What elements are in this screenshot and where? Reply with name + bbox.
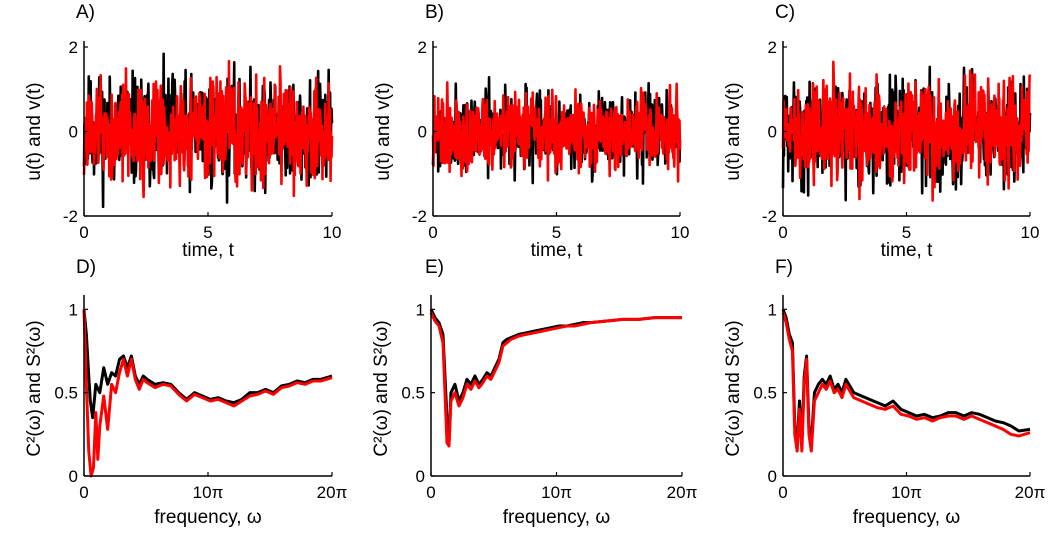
- panel-f-ytick-label: 0: [768, 467, 777, 486]
- panel-a-ytick-label: 0: [69, 123, 78, 142]
- panel-c-xtick-label: 10: [1021, 223, 1040, 242]
- panel-a-ytick-label: -2: [63, 207, 78, 226]
- panel-d-ytick-label: 0: [69, 467, 78, 486]
- panel-a-ytick-label: 2: [69, 38, 78, 57]
- panel-c-ytick-label: 2: [768, 38, 777, 57]
- panel-a-xtick-label: 5: [203, 223, 212, 242]
- panel-f-xtick-label: 20π: [1015, 483, 1046, 502]
- panel-e-ytick-label: 0: [416, 467, 425, 486]
- panel-c-ytick-label: -2: [762, 207, 777, 226]
- panel-e-ytick-label: 0.5: [401, 384, 425, 403]
- panel-f-ytick-label: 1: [768, 300, 777, 319]
- panel-e-ytick-label: 1: [416, 300, 425, 319]
- panel-a-xtick-label: 10: [323, 223, 342, 242]
- panel-c-label: C): [775, 2, 795, 23]
- panel-d-xtick-label: 20π: [317, 483, 348, 502]
- panel-c-xtick-label: 5: [902, 223, 911, 242]
- panel-a-label: A): [76, 2, 95, 23]
- panel-f-label: F): [775, 257, 793, 278]
- panel-d-label: D): [76, 257, 96, 278]
- panel-b-ytick-label: 2: [418, 38, 427, 57]
- panel-c-ytick-label: 0: [768, 123, 777, 142]
- panel-f-ytick-label: 0.5: [753, 384, 777, 403]
- panel-d-xtick-label: 0: [79, 483, 88, 502]
- panel-f-series-black: [781, 308, 1031, 445]
- panel-c-xlabel: time, t: [881, 240, 933, 261]
- panel-f-ylabel: C²(ω) and S²(ω): [723, 320, 744, 456]
- panel-b-label: B): [425, 2, 444, 23]
- panel-f-xtick-label: 0: [778, 483, 787, 502]
- panel-b-series-red: [431, 81, 682, 183]
- panel-d-ylabel: C²(ω) and S²(ω): [24, 320, 45, 456]
- panel-e-label: E): [425, 257, 444, 278]
- panel-d-series-red: [82, 309, 333, 478]
- panel-d-ytick-label: 1: [69, 300, 78, 319]
- panel-e-xtick-label: 20π: [667, 483, 698, 502]
- panel-e-series-red: [429, 312, 682, 448]
- panel-f-xlabel: frequency, ω: [853, 507, 961, 528]
- panel-b-xtick-label: 0: [428, 223, 437, 242]
- panel-a-ylabel: u(t) and v(t): [24, 82, 45, 180]
- panel-c-ylabel: u(t) and v(t): [723, 82, 744, 180]
- panel-e-xtick-label: 10π: [541, 483, 572, 502]
- panel-e-ylabel: C²(ω) and S²(ω): [371, 320, 392, 456]
- panel-a-xtick-label: 0: [79, 223, 88, 242]
- panel-a-series-red: [82, 59, 334, 199]
- panel-b-ylabel: u(t) and v(t): [373, 82, 394, 180]
- panel-e-xtick-label: 0: [426, 483, 435, 502]
- panel-b-xtick-label: 5: [552, 223, 561, 242]
- panel-b-ytick-label: 0: [418, 123, 427, 142]
- panel-b-xtick-label: 10: [671, 223, 690, 242]
- panel-c-xtick-label: 0: [778, 223, 787, 242]
- panel-e-xlabel: frequency, ω: [503, 507, 611, 528]
- panel-f-series-red: [781, 312, 1031, 453]
- panel-a-xlabel: time, t: [182, 240, 234, 261]
- panel-b-xlabel: time, t: [531, 240, 583, 261]
- panel-f-xtick-label: 10π: [891, 483, 922, 502]
- panel-d-ytick-label: 0.5: [54, 384, 78, 403]
- panel-d-xlabel: frequency, ω: [154, 507, 262, 528]
- panel-d-xtick-label: 10π: [193, 483, 224, 502]
- panel-c-series-red: [781, 60, 1032, 202]
- panel-b-ytick-label: -2: [412, 207, 427, 226]
